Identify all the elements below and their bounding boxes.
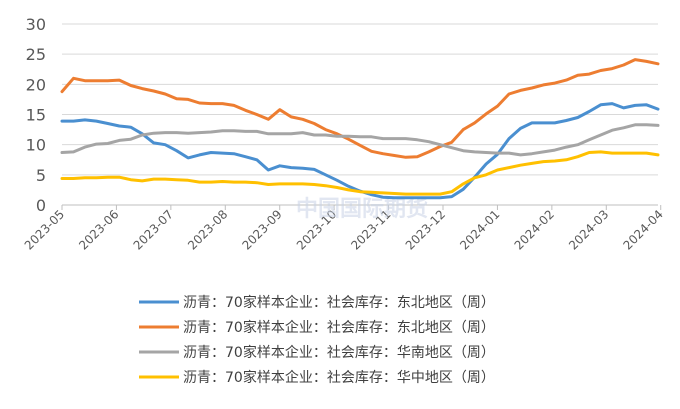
x-tick-label: 2024-04	[620, 207, 665, 252]
series-line-1	[60, 102, 660, 200]
legend-label: 沥青：70家样本企业：社会库存：东北地区（周）	[183, 294, 495, 311]
x-tick-label: 2023-08	[185, 207, 230, 252]
series-line-4	[60, 150, 660, 196]
legend: 沥青：70家样本企业：社会库存：东北地区（周） 沥青：70家样本企业：社会库存：东…	[139, 294, 495, 386]
y-tick-label: 25	[26, 45, 46, 64]
y-tick-label: 20	[26, 75, 46, 94]
x-tick-label: 2024-03	[566, 207, 611, 252]
x-tick-label: 2024-01	[457, 207, 502, 252]
x-tick-label: 2024-02	[512, 207, 557, 252]
series-line-3	[60, 123, 660, 157]
grid-lines	[62, 23, 658, 176]
y-tick-label: 10	[26, 136, 46, 155]
x-tick-label: 2023-09	[239, 207, 284, 252]
x-tick-label: 2023-07	[131, 207, 176, 252]
legend-label: 沥青：70家样本企业：社会库存：华中地区（周）	[183, 369, 495, 386]
y-tick-label: 30	[26, 15, 46, 34]
watermark-text: 中国国际期货	[296, 196, 428, 222]
y-tick-label: 5	[36, 166, 46, 185]
y-tick-label: 0	[36, 196, 46, 215]
series-line-2	[60, 58, 660, 159]
legend-label: 沥青：70家样本企业：社会库存：东北地区（周）	[183, 319, 495, 336]
y-axis-tick-labels: 0 5 10 15 20 25 30	[26, 15, 46, 215]
y-tick-label: 15	[26, 106, 46, 125]
x-tick-label: 2023-06	[76, 207, 121, 252]
series-lines	[60, 58, 660, 200]
legend-label: 沥青：70家样本企业：社会库存：华南地区（周）	[183, 344, 495, 361]
